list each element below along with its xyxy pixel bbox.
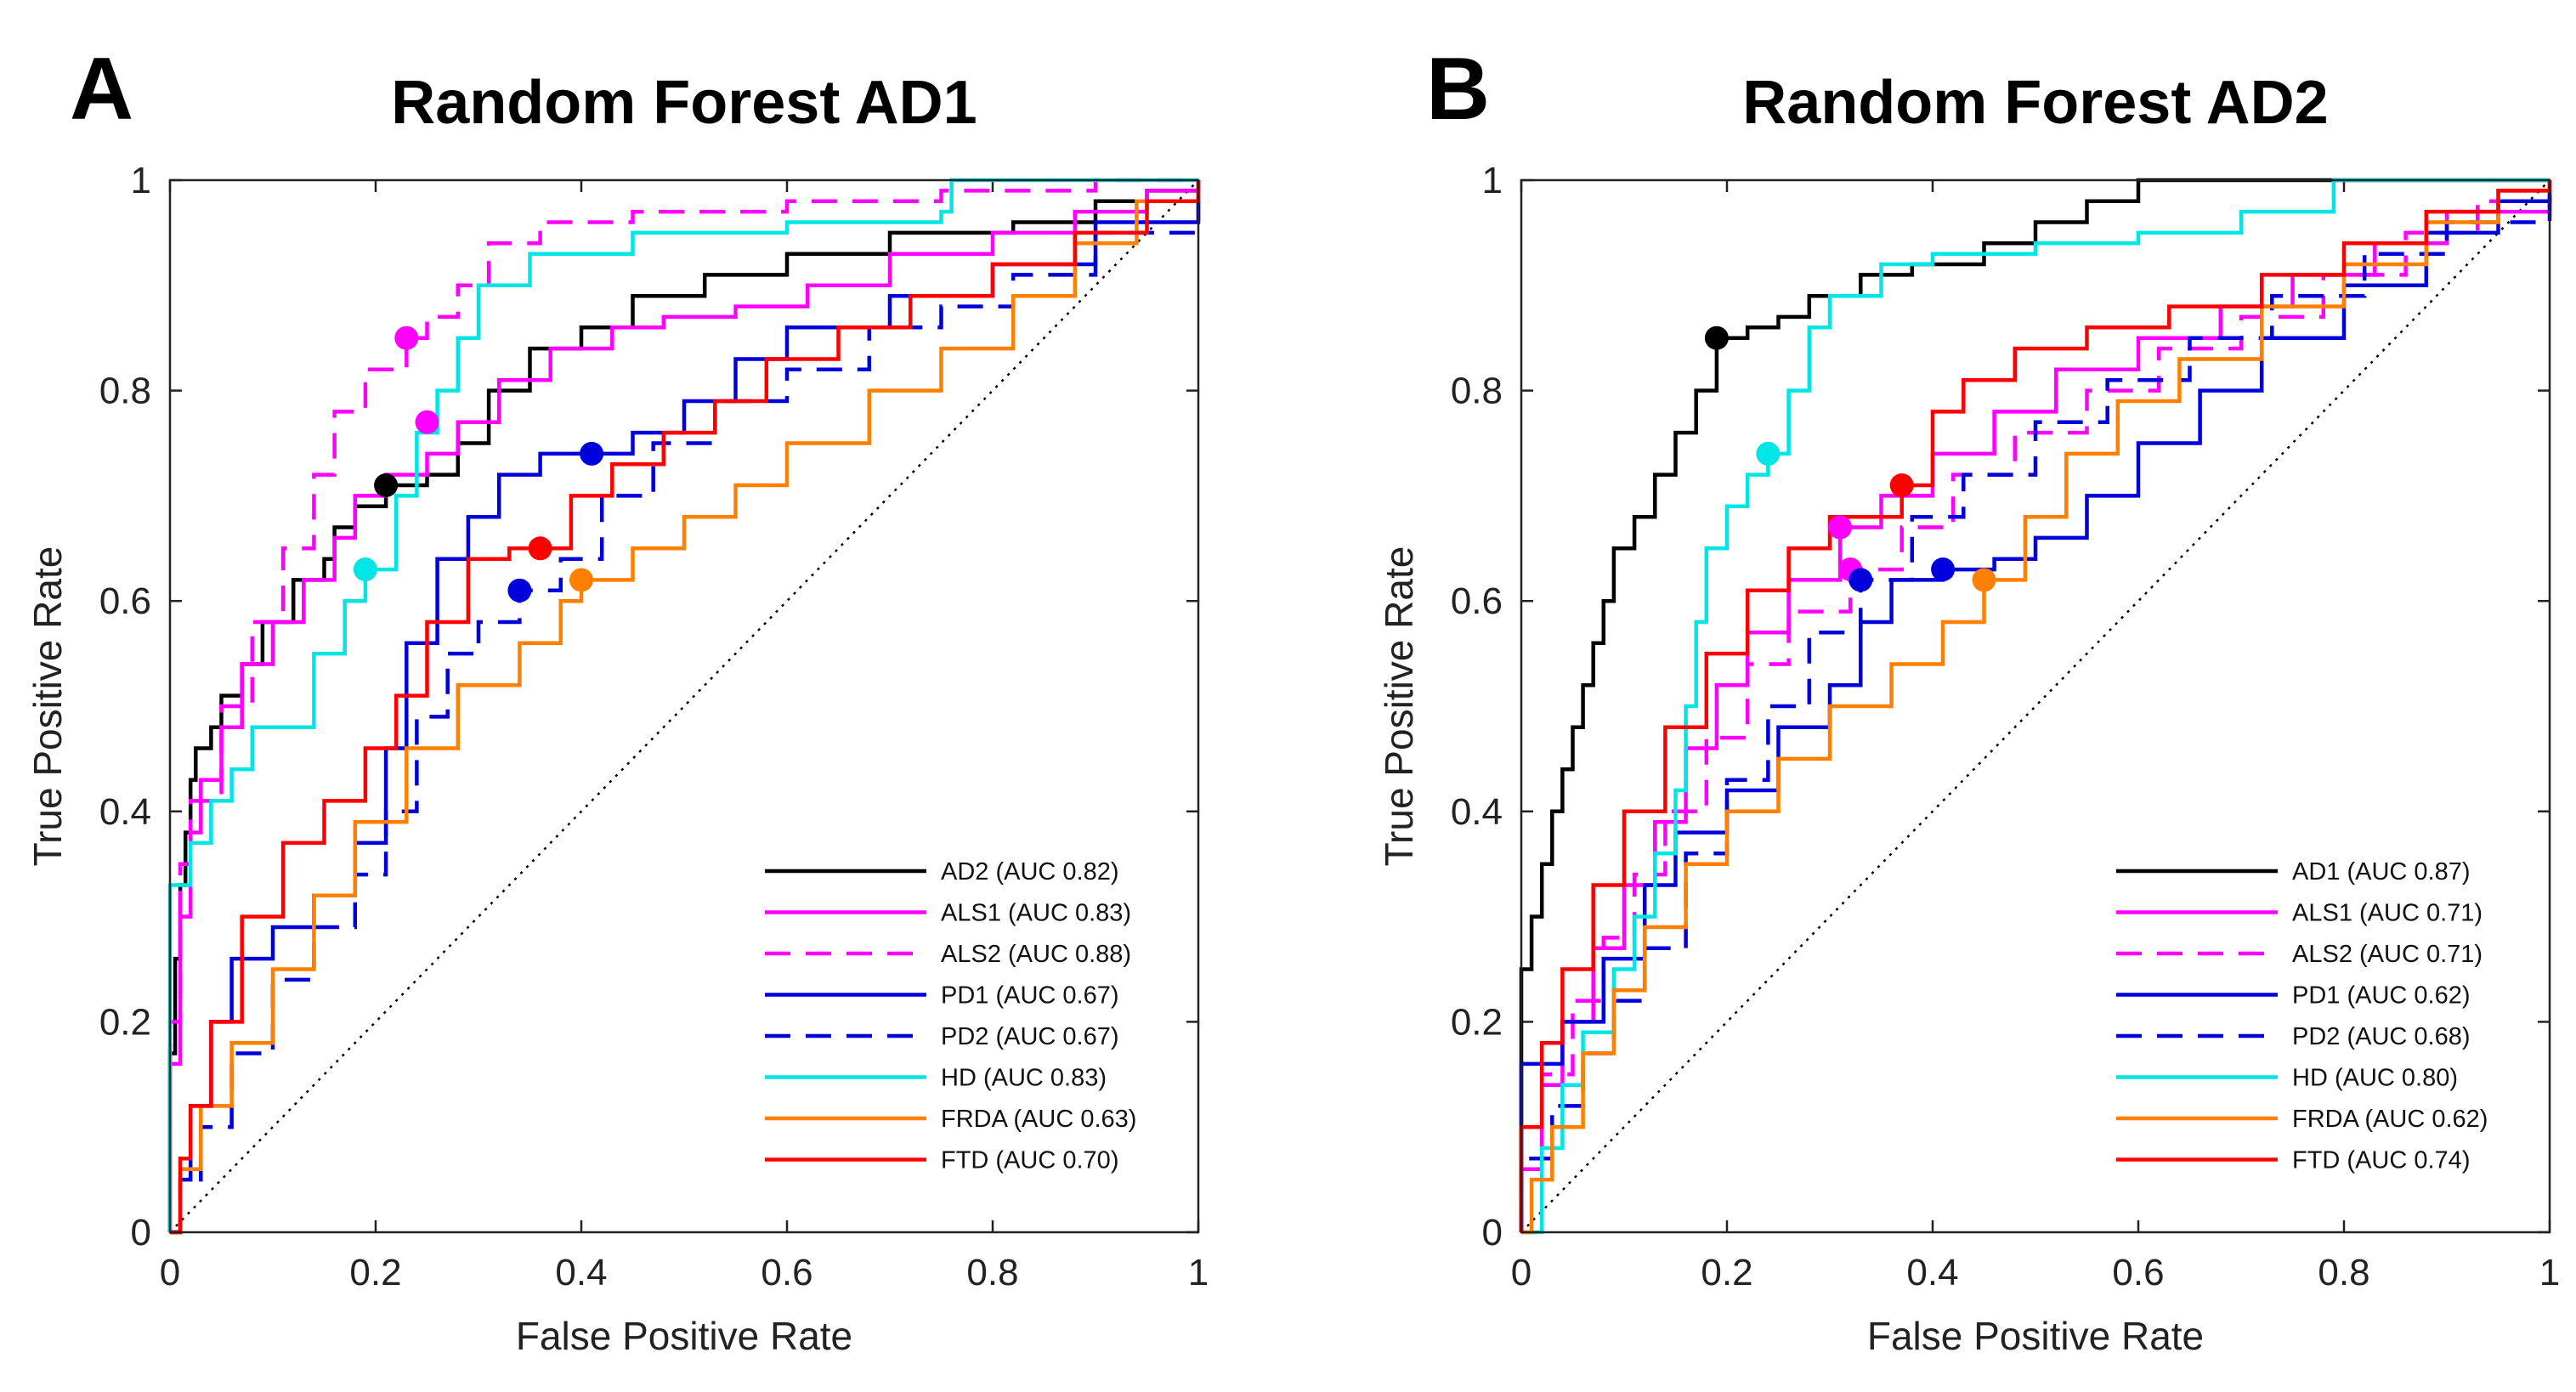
x-tick-label: 0 xyxy=(160,1252,180,1293)
x-tick-label: 0.4 xyxy=(555,1252,607,1293)
roc-curve-hd xyxy=(1521,178,2550,1235)
y-axis-label: True Positive Rate xyxy=(25,546,70,867)
x-axis-label: False Positive Rate xyxy=(1867,1314,2204,1358)
legend-label-als1: ALS1 (AUC 0.83) xyxy=(941,900,1131,927)
operating-point-frda xyxy=(569,568,593,592)
legend-label-hd: HD (AUC 0.80) xyxy=(2292,1065,2458,1092)
panel-letter: A xyxy=(70,40,133,139)
roc-curve-als2 xyxy=(167,178,1198,1232)
y-tick-label: 0.6 xyxy=(99,580,151,622)
operating-point-ad2 xyxy=(374,473,399,498)
y-tick-label: 0.2 xyxy=(99,1001,151,1043)
x-tick-label: 0.2 xyxy=(349,1252,401,1293)
roc-curve-ftd xyxy=(170,180,1201,1235)
y-tick-label: 0.8 xyxy=(99,371,151,412)
y-tick-label: 0 xyxy=(131,1212,151,1253)
legend-label-ad2: AD2 (AUC 0.82) xyxy=(941,858,1119,886)
y-tick-label: 1 xyxy=(1482,160,1503,201)
x-tick-label: 0.4 xyxy=(1906,1252,1958,1293)
legend-label-pd1: PD1 (AUC 0.67) xyxy=(941,982,1119,1010)
chance-diagonal xyxy=(1520,179,2551,1233)
legend-label-als1: ALS1 (AUC 0.71) xyxy=(2292,900,2483,927)
legend-label-pd2: PD2 (AUC 0.68) xyxy=(2292,1023,2471,1050)
x-axis-label: False Positive Rate xyxy=(516,1314,852,1358)
x-tick-label: 0.6 xyxy=(761,1252,812,1293)
panel-letter: B xyxy=(1426,40,1490,139)
legend-label-frda: FRDA (AUC 0.62) xyxy=(2292,1106,2488,1133)
operating-point-ftd xyxy=(528,536,552,561)
x-tick-label: 1 xyxy=(2539,1252,2560,1293)
legend-label-pd1: PD1 (AUC 0.62) xyxy=(2292,982,2471,1010)
roc-curve-pd2 xyxy=(170,180,1201,1235)
legend-label-als2: ALS2 (AUC 0.88) xyxy=(941,941,1131,968)
operating-point-ad1 xyxy=(1704,325,1729,350)
operating-point-pd2 xyxy=(507,578,532,603)
chart-title: Random Forest AD1 xyxy=(391,69,977,137)
x-tick-label: 0.8 xyxy=(2318,1252,2369,1293)
y-tick-label: 0.4 xyxy=(99,791,151,833)
panel-a: A Random Forest AD1 0 0.2 0.4 0.6 0.8 1 0 0.2 0.4 0… xyxy=(25,40,1209,1358)
y-tick-label: 0.2 xyxy=(1451,1001,1503,1043)
chance-diagonal xyxy=(169,179,1199,1233)
y-tick-label: 0 xyxy=(1482,1212,1503,1253)
operating-point-hd xyxy=(1756,441,1781,466)
chart-title: Random Forest AD2 xyxy=(1742,69,2328,137)
legend-label-hd: HD (AUC 0.83) xyxy=(941,1065,1107,1092)
x-tick-label: 0 xyxy=(1511,1252,1531,1293)
y-tick-label: 0.8 xyxy=(1451,371,1503,412)
axes-frame xyxy=(168,178,1200,1234)
axes-frame xyxy=(1520,178,2551,1234)
y-tick-label: 0.4 xyxy=(1451,791,1503,833)
x-tick-label: 0.6 xyxy=(2112,1252,2164,1293)
x-tick-label: 0.2 xyxy=(1701,1252,1752,1293)
x-tick-label: 0.8 xyxy=(966,1252,1018,1293)
legend-label-frda: FRDA (AUC 0.63) xyxy=(941,1106,1136,1133)
operating-point-pd1 xyxy=(580,441,604,466)
operating-point-hd xyxy=(353,557,377,582)
roc-curve-ftd xyxy=(1519,180,2552,1232)
x-tick-label: 1 xyxy=(1188,1252,1209,1293)
y-tick-label: 0.6 xyxy=(1451,580,1503,622)
roc-curve-pd2 xyxy=(1519,180,2552,1232)
legend-label-als2: ALS2 (AUC 0.71) xyxy=(2292,941,2483,968)
operating-point-frda xyxy=(1972,568,1996,592)
roc-curve-ad1 xyxy=(1519,178,2550,1232)
panel-b: B Random Forest AD2 0 0.2 0.4 0.6 0.8 1 0 0.2 0.4 0… xyxy=(1377,40,2560,1358)
legend-label-ad1: AD1 (AUC 0.87) xyxy=(2292,858,2471,886)
legend-label-ftd: FTD (AUC 0.70) xyxy=(941,1147,1118,1174)
roc-curve-hd xyxy=(167,178,1198,1232)
operating-point-pd1 xyxy=(1931,557,1956,582)
operating-point-als2 xyxy=(394,325,419,350)
legend-box xyxy=(2099,846,2533,1192)
y-tick-label: 1 xyxy=(131,160,151,201)
roc-curve-ad2 xyxy=(167,180,1201,1232)
operating-point-pd2 xyxy=(1848,568,1873,592)
legend-label-ftd: FTD (AUC 0.74) xyxy=(2292,1147,2470,1174)
legend-label-pd2: PD2 (AUC 0.67) xyxy=(941,1023,1119,1050)
roc-curve-frda xyxy=(1521,180,2552,1235)
y-axis-label: True Positive Rate xyxy=(1377,546,1421,867)
operating-point-als1 xyxy=(1828,515,1853,540)
roc-curve-frda xyxy=(170,180,1201,1235)
roc-curve-als1 xyxy=(167,180,1201,1232)
legend-box xyxy=(748,846,1181,1192)
operating-point-ftd xyxy=(1889,473,1914,498)
operating-point-als1 xyxy=(415,410,439,434)
